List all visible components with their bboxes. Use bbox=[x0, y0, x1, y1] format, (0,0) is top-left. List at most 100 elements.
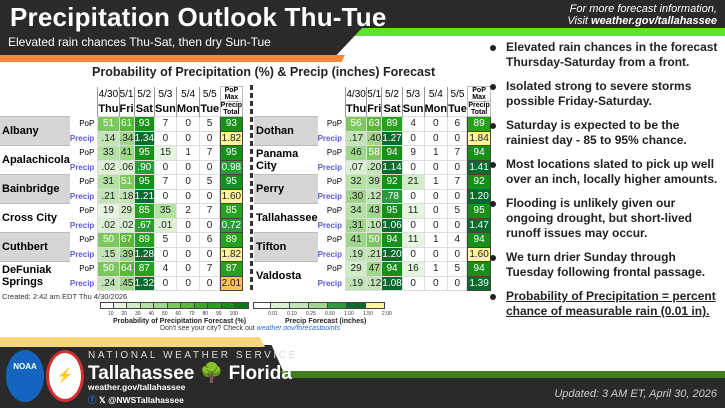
precip-cell: 0 bbox=[447, 246, 468, 262]
date-header: 5/2 bbox=[133, 86, 155, 102]
day-header: Mon bbox=[175, 101, 200, 117]
pop-cell: 87 bbox=[133, 261, 156, 277]
pop-cell: 41 bbox=[118, 145, 135, 161]
day-header: Sun bbox=[154, 101, 177, 117]
city-name: Perry bbox=[254, 174, 318, 204]
pop-cell: 1 bbox=[175, 145, 201, 161]
precip-cell: 0 bbox=[423, 217, 449, 233]
pop-cell: 15 bbox=[154, 145, 177, 161]
pop-legend-title: Probability of Precipitation Forecast (%… bbox=[113, 318, 247, 325]
precip-cell: 0 bbox=[199, 246, 220, 262]
accent-stripe-orange bbox=[0, 55, 345, 62]
header-bar bbox=[0, 0, 725, 28]
pop-cell: 94 bbox=[381, 232, 403, 248]
city-name: Albany bbox=[0, 116, 70, 146]
precip-cell: 0 bbox=[199, 217, 220, 233]
precip-total-cell: 1.84 bbox=[467, 130, 491, 146]
pop-legend-swatch bbox=[140, 302, 154, 309]
pop-cell: 19 bbox=[97, 203, 120, 219]
corner bbox=[0, 87, 70, 102]
pop-label: PoP bbox=[317, 232, 346, 247]
facebook-icon[interactable]: ⓕ bbox=[88, 395, 97, 405]
precip-legend-tick: 1.00 bbox=[344, 311, 354, 317]
bullet-text: Flooding is unlikely given our ongoing d… bbox=[506, 196, 692, 240]
pop-label: PoP bbox=[317, 174, 346, 189]
precip-cell: .31 bbox=[345, 217, 368, 233]
precip-legend-bar bbox=[253, 302, 385, 309]
precip-cell: 0 bbox=[154, 188, 177, 204]
precip-total-cell: 1.60 bbox=[219, 188, 244, 204]
precip-cell: .06 bbox=[118, 159, 135, 175]
pop-cell: 39 bbox=[366, 174, 383, 190]
pop-legend-tick: 30 bbox=[135, 311, 141, 317]
pop-cell: 5 bbox=[154, 232, 177, 248]
footer-website[interactable]: weather.gov/tallahassee bbox=[88, 382, 186, 392]
precip-cell: 0 bbox=[175, 159, 201, 175]
precip-legend-swatch bbox=[347, 302, 366, 309]
precip-cell: 0 bbox=[154, 159, 177, 175]
social-links: ⓕ 𝕏 @NWSTallahassee bbox=[88, 394, 184, 406]
precip-label: Precip bbox=[69, 218, 98, 233]
pop-legend-swatch bbox=[181, 302, 195, 309]
pop-legend-tick: 20 bbox=[121, 311, 128, 317]
pop-cell: 95 bbox=[381, 203, 403, 219]
precip-cell: .17 bbox=[345, 130, 368, 146]
precip-cell: .02 bbox=[97, 217, 120, 233]
pop-legend-tick: 40 bbox=[148, 311, 155, 317]
precip-cell: .10 bbox=[366, 217, 383, 233]
precip-cell: .19 bbox=[345, 275, 368, 291]
social-handle[interactable]: @NWSTallahassee bbox=[108, 395, 184, 405]
website-link[interactable]: weather.gov/tallahassee bbox=[591, 15, 717, 27]
key-messages: Elevated rain chances in the forecast Th… bbox=[490, 40, 722, 328]
precip-label: Precip bbox=[317, 189, 346, 204]
city-name: Bainbridge bbox=[0, 174, 70, 204]
bullet-item: Most locations slated to pick up well ov… bbox=[490, 157, 722, 187]
precip-cell: .67 bbox=[133, 217, 156, 233]
pop-legend-swatch bbox=[113, 302, 127, 309]
pop-cell: 16 bbox=[401, 261, 425, 277]
pop-label: PoP bbox=[69, 232, 98, 247]
pop-cell: 61 bbox=[118, 116, 135, 132]
pop-cell: 0 bbox=[175, 232, 201, 248]
precip-cell: .18 bbox=[118, 188, 135, 204]
precip-cell: .21 bbox=[366, 246, 383, 262]
forecast-points-link[interactable]: weather.gov/forecastpoints bbox=[256, 325, 341, 332]
pop-legend-swatch bbox=[208, 302, 222, 309]
pop-legend-swatch bbox=[127, 302, 141, 309]
forecast-table-left: 4/30 5/1 5/2 5/3 5/4 5/5 PoP Max Thu Fri Sat Sun Mo… bbox=[0, 86, 244, 291]
day-header: Sat bbox=[381, 101, 403, 117]
pop-cell: 47 bbox=[366, 261, 383, 277]
city-name: Valdosta bbox=[254, 261, 318, 291]
pop-cell: 2 bbox=[175, 203, 201, 219]
city-name: DeFuniak Springs bbox=[0, 261, 70, 291]
pop-legend-tick: 50 bbox=[162, 311, 168, 317]
precip-legend-ticks: 0.01 0.10 0.25 0.50 1.00 1.50 2.00 bbox=[268, 311, 401, 317]
more-info: For more forecast information, Visit weat… bbox=[567, 3, 717, 27]
precip-total-cell: 1.82 bbox=[219, 246, 244, 262]
date-header: 5/4 bbox=[423, 86, 448, 102]
precip-cell: .34 bbox=[118, 130, 135, 146]
precip-cell: 1.06 bbox=[381, 217, 403, 233]
pop-cell: 95 bbox=[133, 145, 156, 161]
precip-label: Precip bbox=[69, 276, 98, 291]
more-info-text: For more forecast information, bbox=[569, 3, 717, 15]
pop-cell: 4 bbox=[447, 232, 468, 248]
pop-cell: 85 bbox=[133, 203, 156, 219]
precip-cell: 0 bbox=[423, 159, 449, 175]
x-icon[interactable]: 𝕏 bbox=[98, 395, 106, 405]
precip-cell: .12 bbox=[366, 275, 383, 291]
pop-cell: 0 bbox=[175, 174, 201, 190]
precip-cell: .21 bbox=[97, 188, 120, 204]
date-header: 5/5 bbox=[199, 86, 220, 102]
precip-cell: .30 bbox=[345, 188, 368, 204]
pop-cell: 5 bbox=[447, 203, 468, 219]
table-row-pop: Albany PoP 51 61 93 7 0 5 93 bbox=[0, 116, 244, 146]
pop-cell: 89 bbox=[133, 232, 156, 248]
precip-cell: 0 bbox=[401, 246, 425, 262]
pop-cell: 7 bbox=[447, 145, 468, 161]
pop-cell: 7 bbox=[199, 203, 220, 219]
pop-legend-tick: 90 bbox=[216, 311, 222, 317]
pop-cell: 94 bbox=[381, 261, 403, 277]
table-row-precip: Precip .15.39 1.28 0 0 0 1.82 bbox=[0, 246, 244, 262]
precip-cell: 0 bbox=[154, 246, 177, 262]
